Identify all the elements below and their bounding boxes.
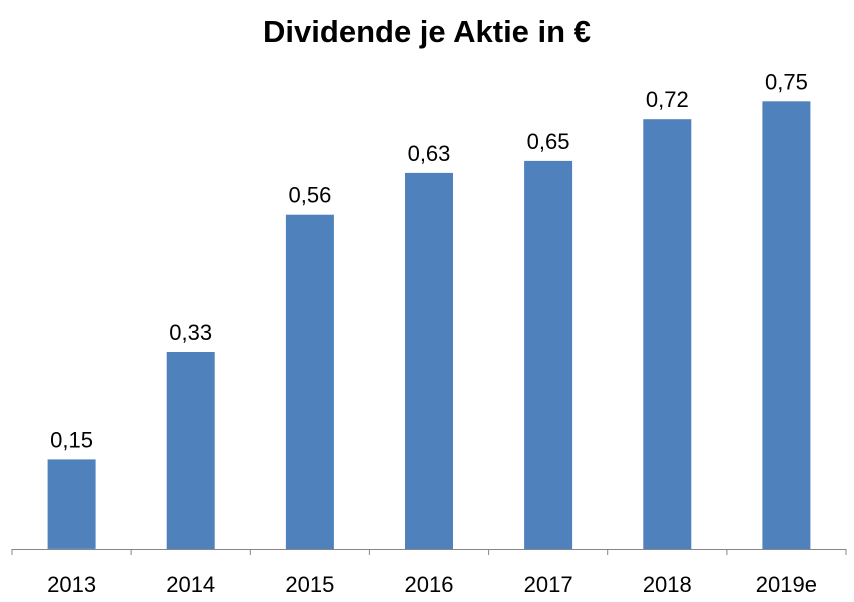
bars-layer [47, 101, 811, 550]
value-label-2018: 0,72 [646, 87, 689, 112]
tick-label-2016: 2016 [405, 572, 454, 597]
bar-2015 [285, 214, 334, 549]
tick-label-2017: 2017 [524, 572, 573, 597]
bar-2018 [643, 119, 692, 549]
bar-2019e [762, 101, 811, 550]
value-label-2013: 0,15 [50, 427, 93, 452]
value-label-2015: 0,56 [288, 183, 331, 208]
chart-title: Dividende je Aktie in € [263, 14, 591, 49]
bar-2016 [405, 172, 453, 549]
value-label-2017: 0,65 [527, 129, 570, 154]
x-axis [11, 549, 847, 555]
bar-2014 [166, 352, 215, 549]
bar-2017 [524, 160, 573, 549]
tick-label-2019e: 2019e [756, 572, 817, 597]
value-labels-layer: 0,15 0,33 0,56 0,63 0,65 0,72 0,75 [50, 69, 808, 452]
tick-label-2015: 2015 [285, 572, 334, 597]
tick-label-2013: 2013 [47, 572, 96, 597]
value-label-2014: 0,33 [169, 320, 212, 345]
tick-label-2018: 2018 [643, 572, 692, 597]
value-label-2016: 0,63 [408, 141, 451, 166]
tick-label-2014: 2014 [166, 572, 215, 597]
bar-2013 [47, 459, 96, 549]
x-tick-labels: 2013 2014 2015 2016 2017 2018 2019e [47, 572, 817, 597]
value-label-2019e: 0,75 [765, 69, 808, 94]
